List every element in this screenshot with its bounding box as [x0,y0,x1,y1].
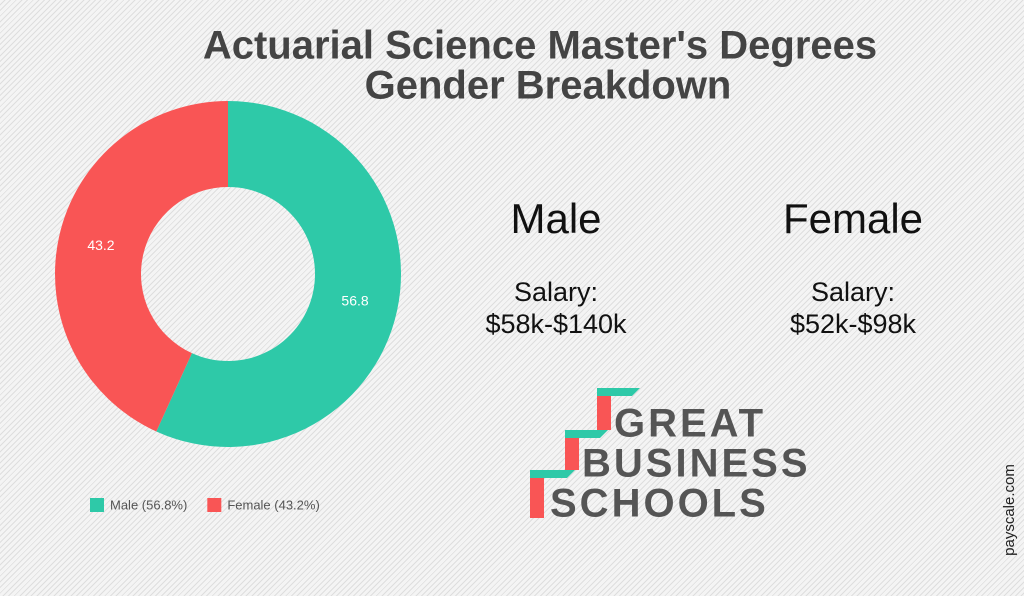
salary-range: $52k-$98k [790,309,917,339]
legend-label: Male (56.8%) [110,497,187,512]
title-line: Gender Breakdown [365,64,732,108]
logo-text: SCHOOLS [550,482,769,526]
legend-swatch [207,498,222,512]
data-label: 43.2 [87,237,114,253]
legend-label: Female (43.2%) [227,497,319,512]
donut-slice [55,101,228,432]
source: payscale.com [1001,464,1018,556]
title-line: Actuarial Science Master's Degrees [203,24,877,68]
legend-swatch [90,498,104,512]
logo-stairs [530,388,640,518]
salary-label: Salary: [514,277,598,307]
panel-heading: Female [783,195,923,242]
data-label: 56.8 [341,292,368,308]
panel-heading: Male [510,195,601,242]
logo-text: BUSINESS [582,442,811,486]
salary-range: $58k-$140k [485,309,627,339]
logo-text: GREAT [614,402,766,446]
salary-label: Salary: [811,277,895,307]
donut-slice [156,101,402,448]
